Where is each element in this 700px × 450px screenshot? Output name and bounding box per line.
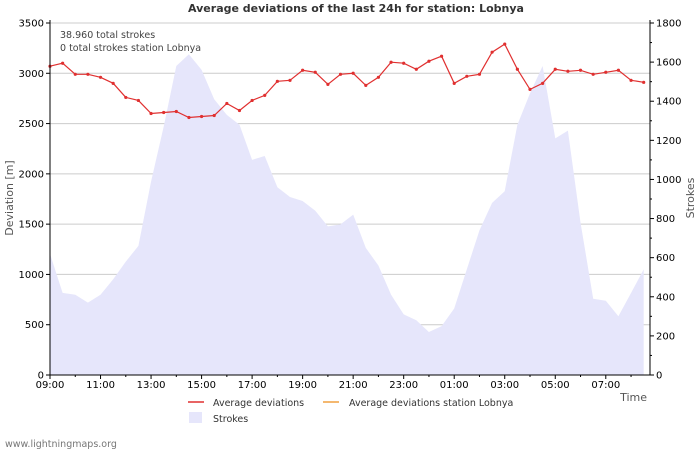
- right-tick-label: 1800: [656, 19, 681, 30]
- left-axis-label: Deviation [m]: [3, 160, 16, 235]
- deviation-point: [187, 115, 191, 120]
- chart-title: Average deviations of the last 24h for s…: [188, 2, 524, 15]
- station-strokes-info: 0 total strokes station Lobnya: [60, 43, 201, 54]
- right-axis-label: Strokes: [684, 177, 697, 218]
- deviation-point: [515, 67, 519, 71]
- deviation-point: [111, 81, 115, 85]
- x-tick-label: 17:00: [238, 380, 267, 391]
- deviation-point: [250, 98, 254, 103]
- x-tick-label: 19:00: [288, 380, 317, 391]
- deviation-point: [427, 59, 431, 63]
- left-tick-label: 0: [38, 371, 44, 382]
- deviation-point: [364, 83, 368, 87]
- x-tick-label: 21:00: [339, 380, 368, 391]
- right-tick-label: 1200: [656, 136, 681, 147]
- x-tick-label: 13:00: [137, 380, 166, 391]
- left-tick-label: 1000: [19, 270, 44, 281]
- deviation-point: [136, 98, 141, 103]
- deviation-point: [174, 109, 178, 114]
- deviation-point: [604, 70, 608, 74]
- x-tick-label: 23:00: [389, 380, 418, 391]
- deviation-point: [439, 54, 444, 58]
- right-tick-label: 600: [656, 253, 675, 264]
- right-tick-label: 0: [656, 371, 662, 382]
- left-tick-label: 3000: [19, 69, 44, 80]
- left-axis-ticks: 0 500 1000 1500 2000 2500 3000 3500: [19, 19, 50, 382]
- deviation-point: [616, 68, 621, 72]
- right-tick-label: 200: [656, 331, 675, 342]
- deviation-point: [288, 78, 292, 82]
- x-tick-label: 05:00: [541, 380, 570, 391]
- total-strokes-info: 38.960 total strokes: [60, 30, 155, 41]
- left-tick-label: 3500: [19, 19, 44, 30]
- deviation-point: [275, 79, 279, 83]
- deviation-point: [199, 114, 204, 119]
- left-tick-label: 500: [25, 320, 44, 331]
- legend-label-average-deviations: Average deviations: [213, 398, 304, 409]
- deviation-point: [553, 67, 557, 71]
- deviation-point: [376, 75, 381, 79]
- x-axis-ticks: 09:00 11:00 13:00 15:00 17:00 19:00 21:00 23:00…: [36, 375, 632, 391]
- legend: Average deviations Average deviations st…: [188, 398, 513, 425]
- deviation-point: [528, 87, 532, 91]
- x-tick-label: 07:00: [591, 380, 620, 391]
- deviation-point: [541, 81, 545, 85]
- average-deviations-line: [49, 43, 644, 119]
- x-tick-label: 03:00: [490, 380, 519, 391]
- legend-label-strokes: Strokes: [213, 414, 248, 425]
- deviation-point: [389, 60, 393, 64]
- credit-text: www.lightningmaps.org: [5, 439, 117, 450]
- x-tick-label: 09:00: [36, 380, 65, 391]
- deviation-point: [465, 74, 469, 78]
- deviation-point: [490, 50, 494, 54]
- deviation-point: [263, 93, 267, 98]
- deviation-point: [503, 42, 507, 46]
- deviation-point: [566, 69, 570, 73]
- deviation-point: [61, 61, 65, 65]
- right-tick-label: 400: [656, 292, 675, 303]
- right-tick-label: 1000: [656, 175, 681, 186]
- right-tick-label: 800: [656, 214, 675, 225]
- deviation-point: [313, 70, 317, 74]
- right-tick-label: 1400: [656, 97, 681, 108]
- deviation-point: [212, 113, 216, 118]
- left-tick-label: 2500: [19, 119, 44, 130]
- deviation-point: [477, 72, 482, 76]
- deviation-point: [326, 82, 330, 86]
- deviation-point: [591, 72, 595, 76]
- deviation-point: [414, 67, 418, 71]
- deviation-point: [124, 95, 128, 100]
- deviation-point: [225, 101, 229, 106]
- average-deviations-points: [48, 42, 646, 120]
- deviation-point: [301, 68, 305, 72]
- x-tick-label: 11:00: [86, 380, 115, 391]
- x-tick-label: 01:00: [440, 380, 469, 391]
- right-tick-label: 1600: [656, 58, 681, 69]
- deviation-point: [149, 111, 153, 116]
- deviation-point: [629, 78, 633, 82]
- legend-label-station-deviations: Average deviations station Lobnya: [349, 398, 513, 409]
- left-tick-label: 2000: [19, 169, 44, 180]
- strokes-area: [50, 54, 644, 376]
- deviation-point: [86, 72, 90, 76]
- x-axis-label: Time: [619, 391, 647, 404]
- deviation-point: [578, 68, 583, 72]
- deviation-point: [452, 81, 456, 85]
- left-tick-label: 1500: [19, 220, 44, 231]
- deviation-point: [237, 108, 242, 113]
- deviation-point: [402, 61, 406, 65]
- deviation-point: [73, 72, 77, 76]
- deviation-point: [98, 75, 103, 79]
- legend-swatch-strokes: [189, 412, 202, 423]
- deviation-point: [338, 72, 343, 76]
- deviation-point: [351, 71, 355, 75]
- right-axis-ticks: 0 200 400 600 800 1000 1200 1400 1600 1800: [650, 19, 681, 382]
- x-tick-label: 15:00: [187, 380, 216, 391]
- deviation-point: [162, 110, 166, 115]
- deviation-point: [642, 80, 646, 84]
